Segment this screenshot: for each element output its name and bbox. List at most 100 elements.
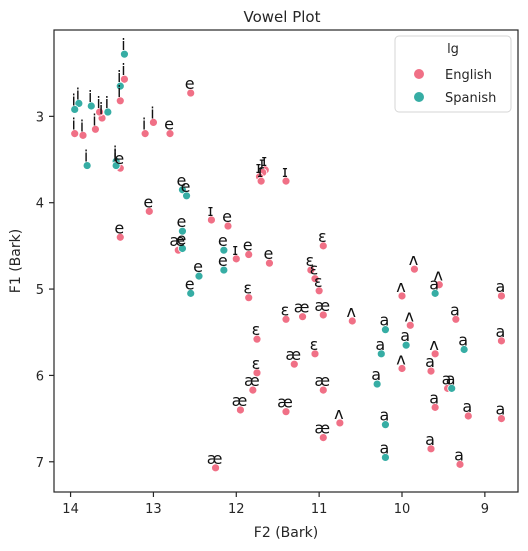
point-english: [451, 314, 461, 324]
point-english: [252, 368, 262, 378]
point-english: [244, 293, 254, 303]
vowel-label-english: a: [496, 322, 506, 341]
point-english: [248, 385, 258, 395]
legend-label-spanish: Spanish: [445, 91, 496, 106]
point-english: [497, 291, 506, 301]
point-english: [310, 274, 320, 284]
vowel-label-english: e: [114, 149, 124, 168]
point-english: [314, 286, 324, 296]
point-english: [426, 444, 436, 454]
x-tick-label: 10: [394, 502, 411, 517]
vowel-label-english: ɛ: [306, 251, 315, 270]
point-spanish: [459, 345, 469, 354]
vowel-label-english: e: [264, 244, 274, 263]
point-english: [434, 280, 444, 290]
legend-marker-spanish: [414, 92, 424, 102]
legend-title: lg: [447, 42, 459, 57]
point-english: [244, 250, 254, 259]
point-spanish: [86, 101, 96, 111]
x-axis: 14 13 12 11 10 9: [62, 492, 489, 517]
point-english: [318, 385, 328, 395]
point-english: [115, 96, 125, 106]
vowel-label-spanish: i: [121, 35, 125, 54]
point-english: [236, 405, 245, 415]
vowel-label-spanish: a: [371, 365, 381, 384]
point-english: [223, 221, 233, 231]
point-spanish: [178, 244, 187, 253]
y-tick-label: 5: [36, 283, 44, 298]
vowel-label-english: e: [143, 192, 153, 211]
vowel-label-spanish: e: [177, 229, 187, 248]
vowel-label-english: a: [442, 369, 452, 388]
vowel-label-spanish: e: [218, 231, 228, 250]
vowel-label-english: i: [71, 115, 75, 134]
vowel-label-spanish: a: [429, 274, 439, 293]
legend-marker-english: [414, 69, 424, 79]
point-spanish: [82, 161, 92, 170]
vowel-label-english: a: [425, 430, 435, 449]
point-english: [318, 310, 328, 320]
vowel-label-english: ɪ: [282, 162, 288, 181]
vowel-label-english: e: [185, 74, 195, 93]
point-english: [430, 349, 440, 359]
vowel-label-english: i: [96, 93, 100, 112]
vowel-label-english: ɛ: [310, 260, 319, 279]
vowel-label-english: a: [496, 400, 506, 419]
vowel-label-english: ɛ: [318, 227, 327, 246]
point-english: [78, 130, 88, 140]
point-spanish: [115, 81, 125, 91]
vowel-label-spanish: i: [76, 84, 80, 103]
vowel-label-spanish: e: [177, 171, 187, 190]
vowel-label-english: a: [462, 397, 472, 416]
vowel-label-english: æ: [244, 371, 260, 390]
vowel-label-english: a: [429, 388, 439, 407]
point-english: [231, 254, 241, 264]
vowel-label-english: æ: [314, 419, 330, 438]
point-english: [289, 359, 299, 369]
point-english: [281, 176, 291, 186]
point-spanish: [381, 453, 390, 462]
vowel-label-spanish: i: [117, 67, 121, 86]
y-tick-label: 4: [36, 197, 44, 212]
point-english: [140, 129, 150, 139]
point-english: [306, 265, 316, 275]
point-english: [91, 124, 100, 134]
point-spanish: [103, 107, 113, 117]
vowel-label-english: æ: [232, 391, 248, 410]
point-english: [397, 364, 407, 373]
vowel-label-english: ʌ: [396, 350, 405, 369]
point-english: [211, 463, 220, 473]
point-english: [463, 411, 473, 421]
point-english: [298, 312, 307, 322]
y-tick-label: 7: [36, 456, 44, 471]
point-english: [497, 414, 506, 423]
point-english: [165, 129, 175, 139]
vowel-label-english: ɛ: [252, 354, 261, 373]
vowel-label-spanish: a: [375, 335, 385, 354]
vowel-label-english: ɪ: [259, 153, 265, 172]
vowel-label-spanish: e: [185, 274, 195, 293]
point-spanish: [178, 226, 187, 236]
vowel-label-english: ɪ: [261, 151, 267, 170]
vowel-label-english: ɛ: [310, 335, 319, 354]
point-spanish: [120, 49, 129, 59]
point-spanish: [186, 288, 196, 298]
point-spanish: [219, 245, 229, 255]
vowel-label-english: ɛ: [252, 320, 261, 339]
vowel-label-english: ʌ: [434, 266, 443, 285]
legend-box: [394, 35, 512, 113]
point-english: [497, 336, 506, 346]
vowel-label-english: i: [142, 115, 146, 134]
point-english: [70, 129, 80, 139]
point-spanish: [194, 271, 204, 281]
vowel-label-spanish: i: [71, 90, 75, 109]
vowel-label-english: e: [114, 218, 124, 237]
vowel-label-spanish: e: [177, 212, 187, 231]
vowel-label-english: ʌ: [347, 302, 356, 321]
x-tick-label: 11: [311, 502, 328, 517]
point-english: [397, 291, 407, 301]
point-spanish: [447, 383, 457, 393]
point-spanish: [74, 99, 84, 108]
vowel-label-english: ʌ: [409, 250, 418, 269]
